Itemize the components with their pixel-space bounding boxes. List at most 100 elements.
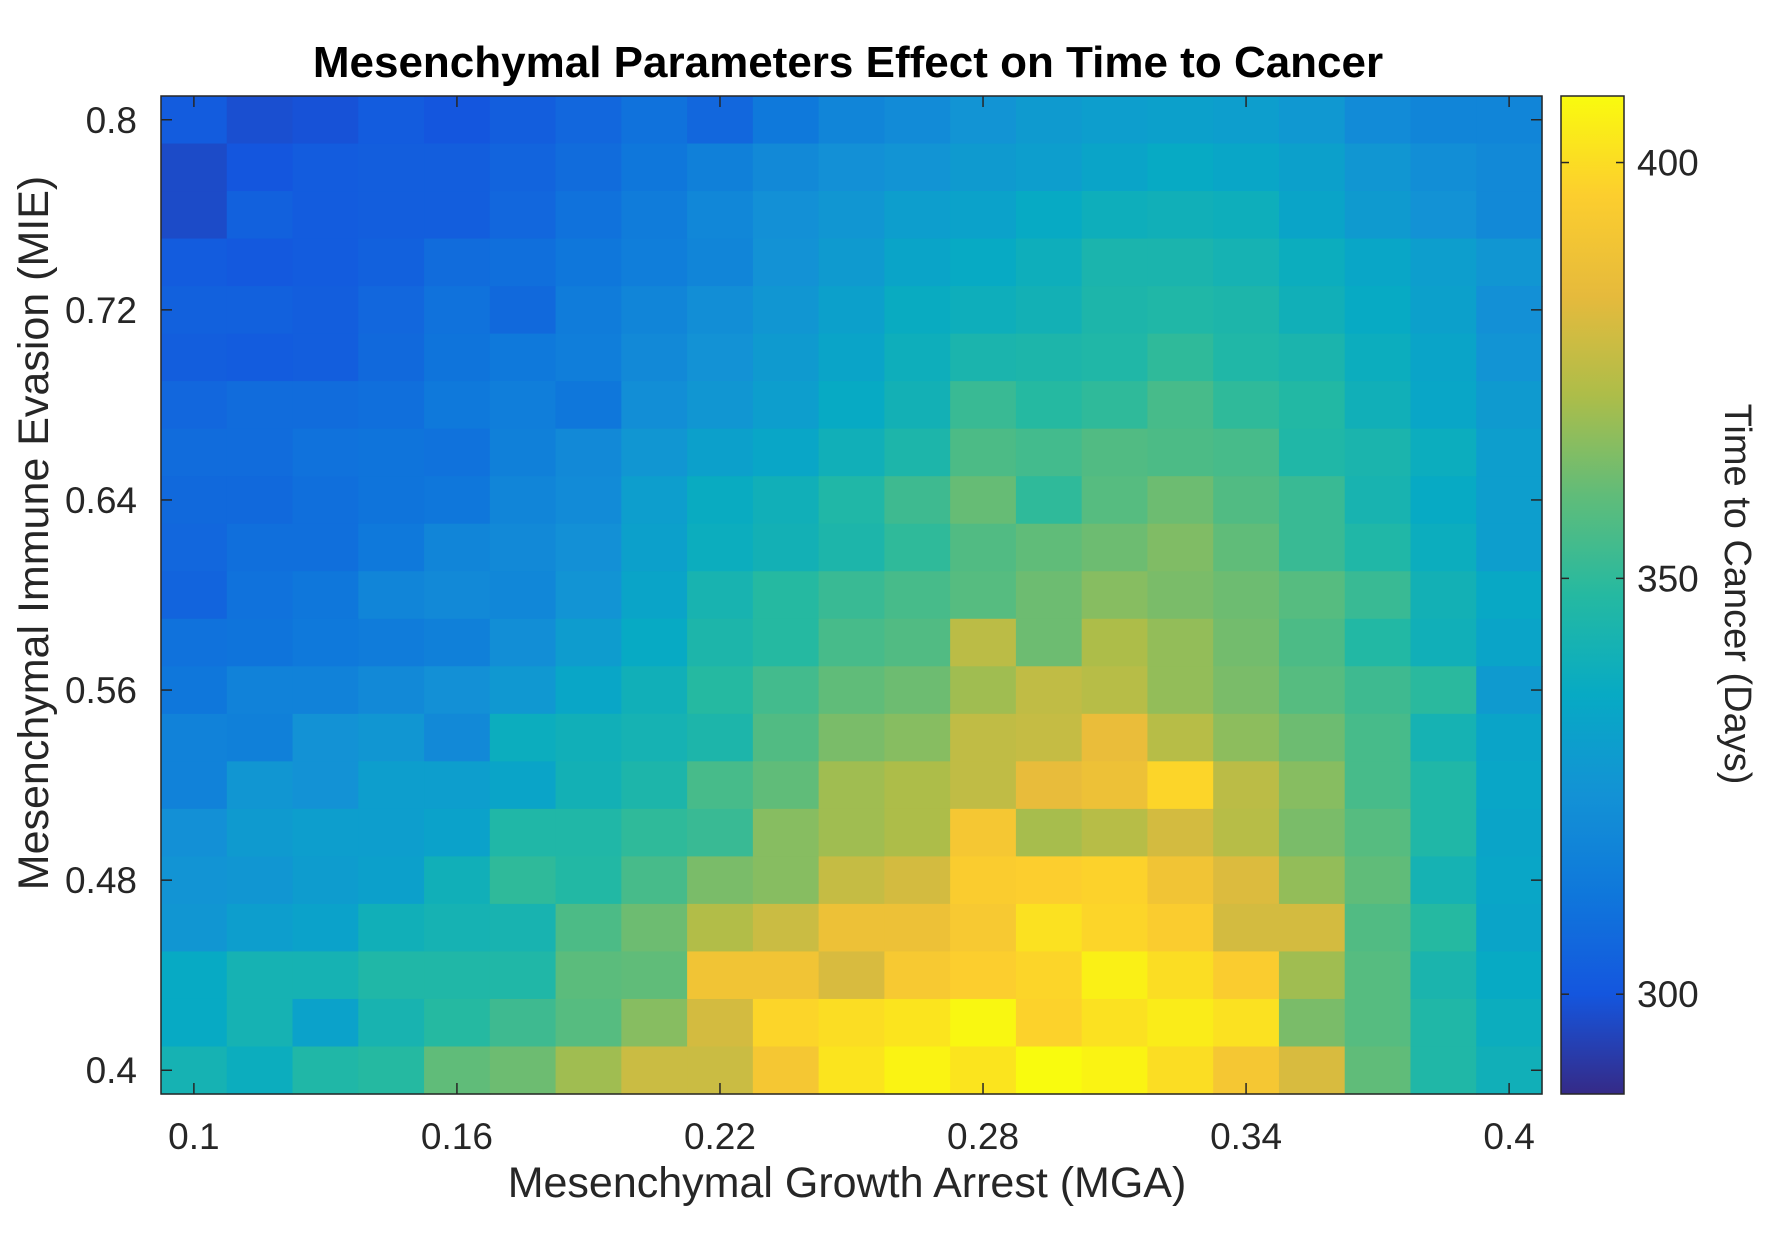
heatmap-cell: [752, 713, 820, 762]
heatmap-cell: [752, 428, 820, 477]
heatmap-cell: [950, 191, 1017, 240]
heatmap-cell: [358, 191, 425, 240]
heatmap-cell: [1344, 618, 1412, 667]
heatmap-cell: [1015, 713, 1083, 762]
heatmap-cell: [358, 856, 425, 905]
heatmap-cell: [687, 761, 754, 810]
heatmap-cell: [1213, 713, 1280, 762]
heatmap-cell: [752, 286, 820, 335]
heatmap-cell: [818, 1046, 885, 1095]
heatmap-cell: [292, 191, 359, 240]
heatmap-cell: [1147, 191, 1214, 240]
heatmap-cell: [884, 761, 951, 810]
heatmap-cell: [226, 286, 294, 335]
heatmap-cell: [1015, 856, 1083, 905]
heatmap-cell: [752, 951, 820, 1000]
heatmap-cell: [1213, 523, 1280, 572]
heatmap-cell: [1081, 856, 1149, 905]
heatmap-cell: [555, 571, 622, 620]
heatmap-cell: [226, 571, 294, 620]
heatmap-cell: [1015, 428, 1083, 477]
heatmap-cell: [226, 808, 294, 857]
heatmap-cell: [1278, 191, 1346, 240]
heatmap-cell: [687, 286, 754, 335]
heatmap-cell: [1278, 713, 1346, 762]
heatmap-cell: [489, 903, 557, 953]
heatmap-cell: [1213, 191, 1280, 240]
heatmap-cell: [1344, 381, 1412, 430]
heatmap-cell: [1278, 666, 1346, 715]
heatmap-cell: [687, 428, 754, 477]
heatmap-cell: [1081, 808, 1149, 857]
heatmap-cell: [161, 333, 228, 382]
heatmap-cell: [752, 856, 820, 905]
heatmap-cell: [1278, 476, 1346, 525]
heatmap-cell: [292, 856, 359, 905]
heatmap-cell: [555, 808, 622, 857]
heatmap-cell: [884, 476, 951, 525]
heatmap-cell: [1344, 333, 1412, 382]
heatmap-cell: [555, 96, 622, 145]
heatmap-cell: [1213, 998, 1280, 1048]
heatmap-cell: [1081, 191, 1149, 240]
heatmap-cell: [1213, 476, 1280, 525]
heatmap-cell: [1476, 333, 1543, 382]
heatmap-cell: [161, 143, 228, 192]
heatmap-cell: [358, 618, 425, 667]
heatmap-cell: [358, 903, 425, 953]
heatmap-cell: [358, 381, 425, 430]
heatmap-cell: [950, 618, 1017, 667]
heatmap-cell: [1344, 713, 1412, 762]
heatmap-cell: [424, 476, 491, 525]
heatmap-cell: [1147, 808, 1214, 857]
heatmap-cell: [226, 998, 294, 1048]
heatmap-cell: [884, 428, 951, 477]
y-axis-label: Mesenchymal Immune Evasion (MIE): [10, 176, 58, 891]
heatmap-cell: [161, 713, 228, 762]
heatmap-cell: [884, 238, 951, 287]
heatmap-cell: [1410, 713, 1477, 762]
heatmap-cell: [1015, 381, 1083, 430]
heatmap-cell: [1081, 571, 1149, 620]
heatmap-cell: [1278, 856, 1346, 905]
heatmap-cell: [489, 143, 557, 192]
colorbar: [1560, 95, 1625, 1095]
heatmap-cell: [884, 1046, 951, 1095]
heatmap-cell: [1015, 666, 1083, 715]
heatmap-cell: [884, 571, 951, 620]
heatmap-cell: [358, 333, 425, 382]
heatmap-cell: [818, 381, 885, 430]
heatmap-cell: [621, 903, 688, 953]
heatmap-cell: [1476, 618, 1543, 667]
heatmap-cell: [292, 808, 359, 857]
heatmap-cell: [818, 96, 885, 145]
heatmap-cell: [621, 618, 688, 667]
heatmap-cell: [161, 428, 228, 477]
heatmap-cell: [292, 666, 359, 715]
heatmap-cell: [555, 476, 622, 525]
heatmap-cell: [818, 998, 885, 1048]
heatmap-cell: [161, 238, 228, 287]
heatmap-cell: [1278, 428, 1346, 477]
heatmap-cell: [1081, 618, 1149, 667]
heatmap-cell: [555, 428, 622, 477]
heatmap-cell: [1147, 381, 1214, 430]
heatmap-cell: [1147, 1046, 1214, 1095]
heatmap-cell: [1410, 808, 1477, 857]
x-tick-label: 0.1: [168, 1116, 219, 1157]
heatmap-cell: [621, 808, 688, 857]
heatmap-cell: [1476, 428, 1543, 477]
heatmap-cell: [950, 381, 1017, 430]
heatmap-cell: [161, 286, 228, 335]
heatmap-cell: [950, 238, 1017, 287]
heatmap-cell: [1278, 143, 1346, 192]
colorbar-label: Time to Cancer (Days): [1716, 404, 1758, 785]
heatmap-cell: [489, 381, 557, 430]
heatmap-cell: [226, 333, 294, 382]
heatmap-cell: [1410, 523, 1477, 572]
heatmap-cell: [161, 856, 228, 905]
heatmap-cell: [226, 1046, 294, 1095]
heatmap-cell: [752, 381, 820, 430]
heatmap-cell: [1147, 428, 1214, 477]
heatmap-cell: [1410, 381, 1477, 430]
